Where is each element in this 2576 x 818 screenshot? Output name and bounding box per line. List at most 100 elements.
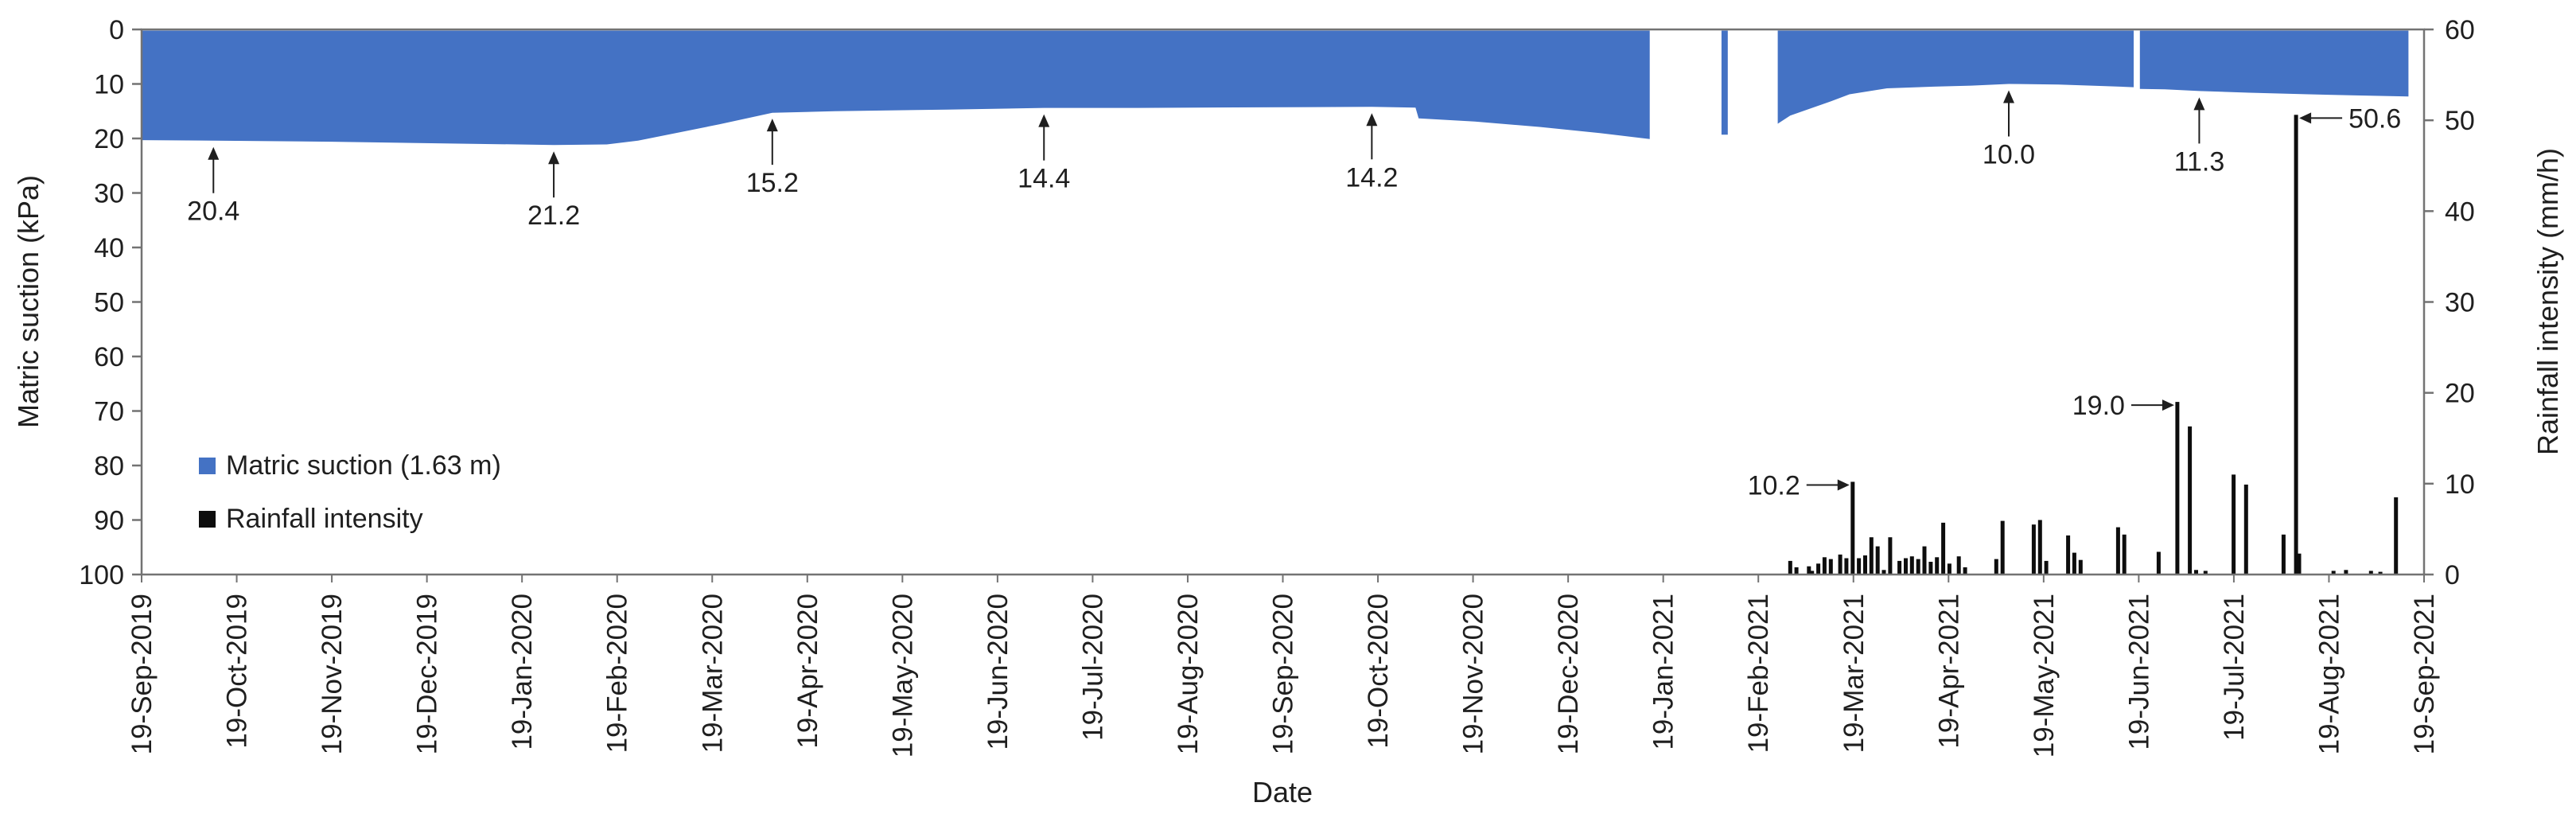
rainfall-bar [2188,426,2193,575]
rainfall-bar [2175,402,2180,575]
x-axis-tick-label: 19-Jan-2020 [507,594,538,750]
rainfall-bar [1844,558,1849,575]
rainfall-bar [1794,567,1799,575]
annotation-arrowhead-icon [548,151,560,165]
x-axis-tick-label: 19-Nov-2020 [1458,594,1489,754]
annotation-arrowhead-icon [2299,112,2312,124]
rainfall-bar [1941,522,1946,575]
legend-label: Rainfall intensity [226,504,423,534]
rainfall-bar [1807,566,1811,575]
annotation-arrowhead-icon [1366,113,1378,127]
rainfall-bar [2281,534,2286,575]
x-axis-tick-label: 19-Jun-2020 [983,594,1014,750]
x-axis-tick-label: 19-Apr-2021 [1933,594,1964,749]
left-axis-tick-label: 10 [94,70,124,100]
rainfall-bar [2378,571,2383,575]
left-axis-title: Matric suction (kPa) [12,174,45,429]
x-axis-tick-label: 19-Mar-2021 [1839,594,1870,753]
rainfall-bar [2294,115,2298,575]
x-axis-tick-label: 19-Aug-2021 [2313,594,2344,754]
x-axis-tick-label: 19-May-2020 [887,594,918,758]
rainfall-bar [1816,563,1821,575]
right-axis-tick-label: 60 [2445,15,2475,45]
annotation-arrowhead-icon [2162,399,2174,411]
rainfall-bar [2203,571,2208,575]
rainfall-bar [1904,558,1908,575]
rainfall-annotation-label: 50.6 [2348,103,2401,134]
rainfall-bar [2031,524,2036,575]
right-axis-tick-label: 50 [2445,106,2475,136]
rainfall-bar [1916,559,1920,575]
x-axis-tick-label: 19-Feb-2020 [602,594,633,753]
rainfall-bar [1875,546,1880,575]
legend-label: Matric suction (1.63 m) [226,450,501,481]
annotation-arrowhead-icon [208,146,220,160]
rainfall-bar [1881,570,1886,575]
rainfall-swatch-icon [199,511,216,528]
x-axis-title: Date [1251,776,1313,808]
rainfall-bar [1909,556,1914,575]
left-axis-tick-label: 50 [94,288,124,318]
x-axis-tick-label: 19-Dec-2020 [1553,594,1584,754]
annotation-arrowhead-icon [2003,90,2015,103]
rainfall-bar [2044,560,2049,575]
suction-area-segment [2139,30,2409,97]
rainfall-bar [1857,558,1862,575]
rainfall-bar [2194,570,2198,575]
suction-area-series [142,30,2409,146]
legend-item-rainfall: Rainfall intensity [199,504,501,535]
x-axis-tick-label: 19-Oct-2020 [1363,594,1394,749]
rainfall-bar [1863,555,1867,575]
right-axis-tick-label: 10 [2445,469,2475,500]
suction-area-segment [142,30,1650,146]
rainfall-bar [2368,571,2373,575]
right-axis-tick-label: 30 [2445,288,2475,318]
left-axis-tick-label: 30 [94,179,124,209]
rainfall-bar [2297,553,2302,575]
x-axis-tick-label: 19-Jul-2021 [2219,594,2250,741]
suction-swatch-icon [199,458,216,474]
x-axis-tick-label: 19-Aug-2020 [1173,594,1204,754]
rainfall-annotation-label: 10.2 [1748,471,1800,501]
x-axis-tick-label: 19-Oct-2019 [222,594,253,749]
x-axis-tick-label: 19-Jan-2021 [1648,594,1679,750]
rainfall-bar [1888,537,1893,575]
left-axis-tick-label: 40 [94,233,124,263]
right-axis-tick-label: 40 [2445,197,2475,227]
left-axis-tick-label: 70 [94,397,124,427]
right-axis-title: Rainfall intensity (mm/h) [2531,147,2564,456]
rainfall-bar [1869,537,1874,575]
suction-annotation-label: 10.0 [1983,140,2035,170]
right-axis-tick-label: 0 [2445,560,2460,590]
rainfall-annotations: 10.2 19.0 50.6 [1748,103,2402,501]
rainfall-annotation-label: 19.0 [2072,391,2125,421]
x-axis-tick-label: 19-Sep-2019 [126,594,158,754]
suction-area-segment [1777,30,2134,124]
rainfall-bar [2331,571,2336,575]
suction-annotation-label: 20.4 [187,197,239,227]
left-axis-tick-label: 100 [79,560,124,590]
rainfall-bar [2122,534,2127,575]
rainfall-bar [1956,556,1961,575]
rainfall-bar [1963,567,1967,575]
rainfall-bar [2000,520,2005,575]
rainfall-bar [2243,485,2248,575]
rainfall-bar [1947,563,1951,575]
x-axis-tick-label: 19-Sep-2020 [1268,594,1299,754]
rainfall-bar [1922,546,1927,575]
left-axis-tick-label: 60 [94,342,124,372]
rainfall-bars-series [1788,115,2399,575]
rainfall-bar [1850,481,1855,575]
suction-annotation-label: 15.2 [746,168,799,198]
rainfall-bar [1828,559,1833,575]
legend-item-matric-suction: Matric suction (1.63 m) [199,450,501,481]
rainfall-bar [1935,557,1940,575]
x-axis-tick-label: 19-Feb-2021 [1743,594,1774,753]
rainfall-bar [2066,535,2071,575]
suction-annotation-label: 14.2 [1345,162,1398,193]
rainfall-bar [1810,571,1815,575]
rainfall-bar [2115,527,2120,575]
right-axis: 0 10 20 30 40 50 60 [2424,15,2475,590]
